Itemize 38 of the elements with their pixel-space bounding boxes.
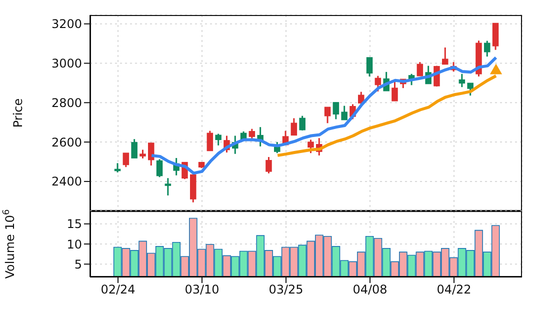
candlestick — [308, 138, 314, 154]
candlestick — [332, 102, 340, 120]
candlestick — [164, 177, 172, 196]
candlestick — [324, 106, 331, 124]
candlestick — [416, 61, 424, 77]
candlestick — [366, 56, 373, 78]
y-tick-label: 3000 — [51, 56, 82, 71]
y-tick-label: 2400 — [51, 174, 82, 189]
candlestick — [374, 75, 382, 92]
candlestick — [215, 133, 222, 146]
x-tick-label: 03/25 — [268, 282, 304, 297]
candlestick — [484, 40, 490, 58]
y-tick-label: 3200 — [51, 17, 82, 32]
y-tick-label: 2600 — [51, 135, 82, 150]
candlestick — [299, 115, 306, 132]
y-tick-label: 10 — [66, 237, 82, 252]
candlestick — [458, 73, 466, 88]
candlestick — [492, 22, 499, 51]
candlestick — [290, 117, 298, 136]
candlestick — [122, 152, 130, 168]
x-tick-label: 03/10 — [184, 282, 220, 297]
x-tick-label: 04/22 — [436, 282, 472, 297]
candlestick — [467, 82, 474, 96]
candlestick — [341, 105, 348, 121]
y-tick-label: 5 — [74, 257, 82, 272]
x-tick-label: 04/08 — [352, 282, 388, 297]
x-tick-label: 02/24 — [100, 282, 136, 297]
candlestick — [131, 138, 138, 159]
candlestick — [442, 46, 448, 65]
candlestick — [148, 142, 154, 166]
candlestick — [266, 156, 272, 174]
candlestick — [248, 128, 256, 140]
y-tick-label: 2800 — [51, 96, 82, 110]
candlestick — [156, 158, 163, 178]
candlestick — [392, 80, 398, 102]
y-tick-label: 15 — [66, 217, 82, 232]
candlestick — [206, 130, 214, 152]
y-axis-title: Price — [11, 98, 25, 128]
